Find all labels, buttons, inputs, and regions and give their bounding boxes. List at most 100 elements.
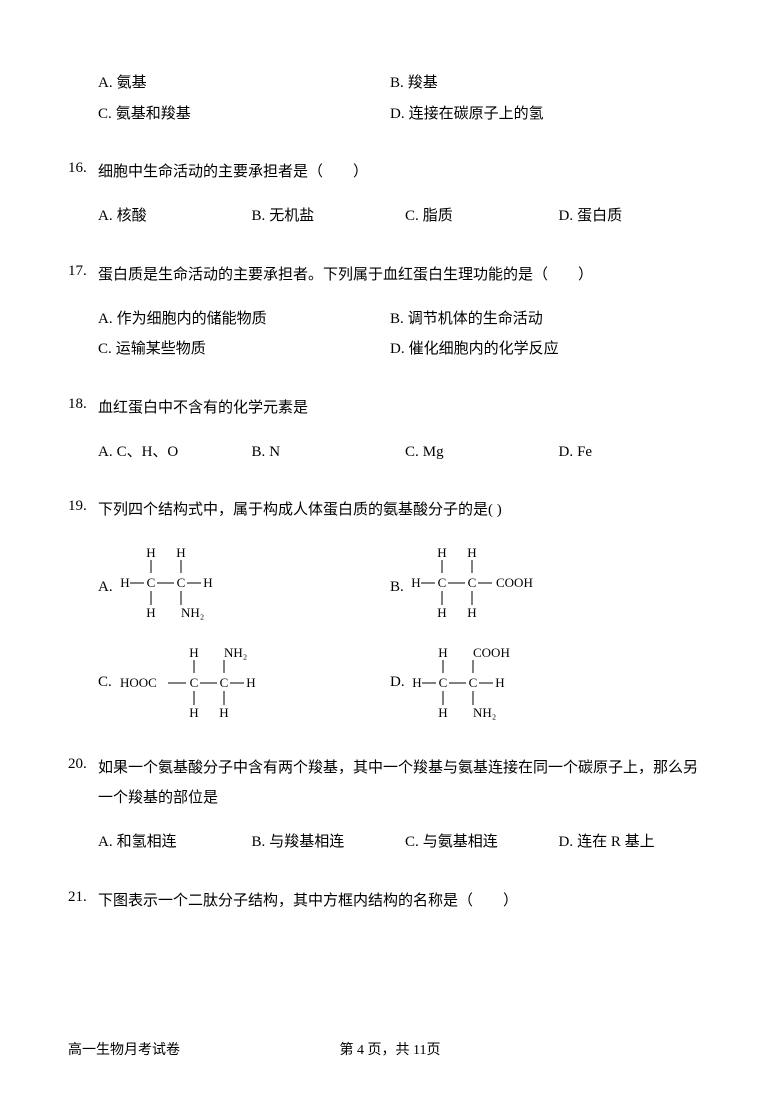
svg-text:H: H bbox=[438, 645, 447, 660]
svg-text:C: C bbox=[176, 575, 185, 590]
svg-text:H: H bbox=[437, 545, 446, 560]
question-19: 19. 下列四个结构式中，属于构成人体蛋白质的氨基酸分子的是( ) bbox=[68, 495, 712, 525]
option-text: 氨基 bbox=[117, 72, 147, 95]
option-text: 连在 R 基上 bbox=[577, 831, 655, 854]
option-letter: A. bbox=[98, 441, 113, 464]
q16-option-d: D.蛋白质 bbox=[559, 205, 713, 228]
option-letter: A. bbox=[98, 308, 113, 331]
option-letter: B. bbox=[252, 831, 266, 854]
q18-option-c: C.Mg bbox=[405, 441, 559, 464]
q18-option-a: A.C、H、O bbox=[98, 441, 252, 464]
question-21: 21. 下图表示一个二肽分子结构，其中方框内结构的名称是（ ） bbox=[68, 886, 712, 916]
svg-text:H: H bbox=[467, 605, 476, 620]
svg-text:H: H bbox=[146, 545, 155, 560]
svg-text:NH₂: NH₂ bbox=[473, 705, 496, 720]
option-letter: B. bbox=[390, 72, 404, 95]
svg-text:COOH: COOH bbox=[473, 645, 510, 660]
footer-page-number: 第 4 页，共 11页 bbox=[340, 1040, 441, 1061]
option-letter: D. bbox=[559, 441, 574, 464]
option-letter: C. bbox=[405, 205, 419, 228]
option-text: 核酸 bbox=[117, 205, 147, 228]
q16-option-a: A.核酸 bbox=[98, 205, 252, 228]
option-letter: C. bbox=[98, 103, 112, 126]
option-text: 无机盐 bbox=[269, 205, 314, 228]
q19-structures-row1: A. H H H C C H H NH₂ B. H H H C bbox=[98, 543, 712, 631]
q20-option-c: C.与氨基相连 bbox=[405, 831, 559, 854]
svg-text:H: H bbox=[495, 675, 504, 690]
option-letter: C. bbox=[98, 671, 112, 694]
option-text: 作为细胞内的储能物质 bbox=[117, 308, 267, 331]
option-text: 羧基 bbox=[408, 72, 438, 95]
chemical-structure-icon: H H H C C H H NH₂ bbox=[113, 543, 233, 631]
svg-text:C: C bbox=[467, 575, 476, 590]
q18-option-d: D.Fe bbox=[559, 441, 713, 464]
question-number: 18. bbox=[68, 393, 98, 423]
q20-option-a: A.和氢相连 bbox=[98, 831, 252, 854]
q17-option-a: A.作为细胞内的储能物质 bbox=[98, 308, 390, 331]
svg-text:COOH: COOH bbox=[496, 575, 533, 590]
option-letter: D. bbox=[390, 671, 405, 694]
option-letter: B. bbox=[390, 576, 404, 599]
option-text: 与氨基相连 bbox=[423, 831, 498, 854]
q20-option-b: B.与羧基相连 bbox=[252, 831, 406, 854]
option-text: N bbox=[269, 441, 280, 464]
q15-options-row2: C. 氨基和羧基 D. 连接在碳原子上的氢 bbox=[98, 103, 712, 126]
q17-option-d: D.催化细胞内的化学反应 bbox=[390, 338, 682, 361]
question-number: 21. bbox=[68, 886, 98, 916]
svg-text:H: H bbox=[411, 575, 420, 590]
option-text: C、H、O bbox=[117, 441, 179, 464]
option-letter: D. bbox=[390, 103, 405, 126]
q19-structure-a: A. H H H C C H H NH₂ bbox=[98, 543, 390, 631]
option-text: Fe bbox=[577, 441, 592, 464]
svg-text:H: H bbox=[120, 575, 129, 590]
chemical-structure-icon: H COOH H C C H H NH₂ bbox=[405, 643, 555, 721]
chemical-structure-icon: H H H C C COOH H H bbox=[404, 543, 564, 631]
svg-text:C: C bbox=[438, 675, 447, 690]
svg-text:H: H bbox=[437, 605, 446, 620]
option-text: 运输某些物质 bbox=[116, 338, 206, 361]
svg-text:H: H bbox=[219, 705, 228, 720]
svg-text:H: H bbox=[189, 645, 198, 660]
option-text: 和氢相连 bbox=[117, 831, 177, 854]
svg-text:H: H bbox=[146, 605, 155, 620]
question-number: 16. bbox=[68, 157, 98, 187]
option-letter: B. bbox=[390, 308, 404, 331]
option-letter: C. bbox=[405, 441, 419, 464]
svg-text:H: H bbox=[467, 545, 476, 560]
question-number: 20. bbox=[68, 753, 98, 813]
question-text: 蛋白质是生命活动的主要承担者。下列属于血红蛋白生理功能的是（ ） bbox=[98, 260, 712, 290]
option-letter: B. bbox=[252, 205, 266, 228]
q15-options-row1: A. 氨基 B. 羧基 bbox=[98, 72, 712, 95]
q19-structure-b: B. H H H C C COOH H H bbox=[390, 543, 682, 631]
question-20: 20. 如果一个氨基酸分子中含有两个羧基，其中一个羧基与氨基连接在同一个碳原子上… bbox=[68, 753, 712, 813]
option-letter: C. bbox=[98, 338, 112, 361]
q18-option-b: B.N bbox=[252, 441, 406, 464]
page-footer: 高一生物月考试卷 第 4 页，共 11页 bbox=[68, 1040, 712, 1061]
q17-options-row2: C.运输某些物质 D.催化细胞内的化学反应 bbox=[98, 338, 712, 361]
option-letter: B. bbox=[252, 441, 266, 464]
svg-text:H: H bbox=[189, 705, 198, 720]
option-text: Mg bbox=[423, 441, 444, 464]
question-number: 17. bbox=[68, 260, 98, 290]
svg-text:C: C bbox=[468, 675, 477, 690]
q17-option-b: B.调节机体的生命活动 bbox=[390, 308, 682, 331]
q19-structure-c: C. H NH₂ HOOC C C H H H bbox=[98, 643, 390, 721]
question-17: 17. 蛋白质是生命活动的主要承担者。下列属于血红蛋白生理功能的是（ ） bbox=[68, 260, 712, 290]
option-letter: C. bbox=[405, 831, 419, 854]
svg-text:C: C bbox=[437, 575, 446, 590]
q18-options: A.C、H、O B.N C.Mg D.Fe bbox=[98, 441, 712, 464]
svg-text:H: H bbox=[438, 705, 447, 720]
q17-options-row1: A.作为细胞内的储能物质 B.调节机体的生命活动 bbox=[98, 308, 712, 331]
q19-structure-d: D. H COOH H C C H H NH₂ bbox=[390, 643, 682, 721]
question-18: 18. 血红蛋白中不含有的化学元素是 bbox=[68, 393, 712, 423]
svg-text:H: H bbox=[176, 545, 185, 560]
q15-option-b: B. 羧基 bbox=[390, 72, 682, 95]
svg-text:H: H bbox=[246, 675, 255, 690]
option-text: 与羧基相连 bbox=[269, 831, 344, 854]
option-letter: A. bbox=[98, 72, 113, 95]
option-text: 氨基和羧基 bbox=[116, 103, 191, 126]
svg-text:NH₂: NH₂ bbox=[224, 645, 247, 660]
svg-text:NH₂: NH₂ bbox=[181, 605, 204, 620]
option-text: 蛋白质 bbox=[577, 205, 622, 228]
option-text: 催化细胞内的化学反应 bbox=[409, 338, 559, 361]
